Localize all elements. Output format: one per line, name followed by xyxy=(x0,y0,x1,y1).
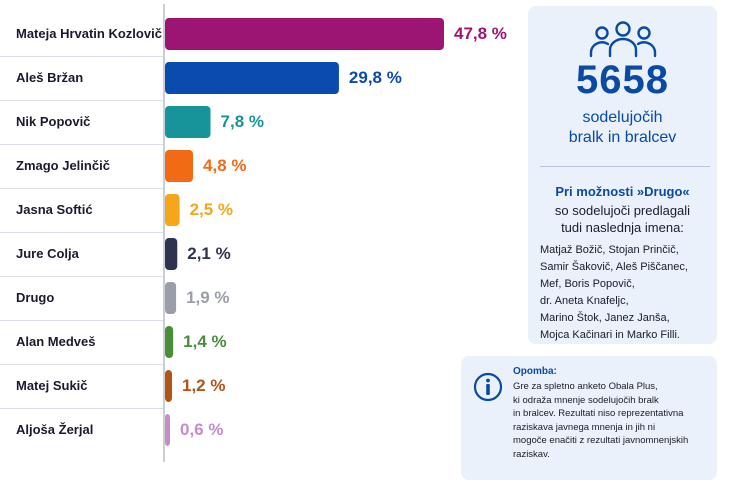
note-line: mogoče enačiti z rezultati javnomnenjski… xyxy=(513,435,689,446)
value-label: 1,2 % xyxy=(182,376,226,395)
drugo-heading: Pri možnosti »Drugo« xyxy=(555,184,690,199)
value-label: 0,6 % xyxy=(180,420,224,439)
value-label: 47,8 % xyxy=(454,24,507,43)
value-label: 2,1 % xyxy=(187,244,231,263)
row-separator xyxy=(0,144,163,145)
drugo-names-list: Matjaž Božič, Stojan Prinčič, Samir Šakov… xyxy=(540,242,712,344)
row-separator xyxy=(0,232,163,233)
row-separator xyxy=(0,276,163,277)
category-label: Jasna Softić xyxy=(16,202,93,217)
row-separator xyxy=(0,364,163,365)
note-line: raziskava javnega mnenja in jih ni xyxy=(513,421,656,433)
drugo-name-line: Samir Šakovič, Aleš Piščanec, xyxy=(540,261,688,273)
category-label: Zmago Jelinčič xyxy=(16,158,110,173)
row-separator xyxy=(0,56,163,57)
drugo-name-line: Mef, Boris Popovič, xyxy=(540,278,635,290)
participants-caption-line2: bralk in bralcev xyxy=(568,129,677,146)
row-separator xyxy=(0,100,163,101)
chart-bars-svg xyxy=(163,4,444,462)
info-icon xyxy=(473,372,503,402)
category-label: Aljoša Žerjal xyxy=(16,422,94,437)
bar xyxy=(165,18,444,50)
drugo-subtitle: so sodelujoči predlagali tudi naslednja … xyxy=(528,202,717,236)
note-card: Opomba: Gre za spletno anketo Obala Plus… xyxy=(461,356,717,480)
candidate-names-column: Mateja Hrvatin Kozlovič Aleš Bržan Nik Pop… xyxy=(0,0,164,486)
bar-chart: Mateja Hrvatin Kozlovič Aleš Bržan Nik Pop… xyxy=(0,0,507,486)
bar xyxy=(165,150,194,182)
note-line: raziskav. xyxy=(513,448,550,460)
value-label: 1,4 % xyxy=(183,332,227,351)
participants-caption: sodelujočih bralk in bralcev xyxy=(528,108,717,148)
category-label: Nik Popovič xyxy=(16,114,91,129)
category-label: Matej Sukič xyxy=(16,378,88,393)
note-line: Gre za spletno anketo Obala Plus, xyxy=(513,381,658,392)
value-label: 7,8 % xyxy=(220,112,264,131)
bar xyxy=(165,62,339,94)
value-label: 2,5 % xyxy=(189,200,234,219)
drugo-subtitle-line2: tudi naslednja imena: xyxy=(561,220,684,235)
drugo-name-line: dr. Aneta Knafeljc, xyxy=(540,295,629,307)
drugo-name-line: Mojca Kačinari in Marko Filli. xyxy=(540,329,680,341)
bar xyxy=(165,282,177,314)
note-line: ki odraža mnenje sodelujočih bralk xyxy=(513,394,659,406)
bar xyxy=(165,194,180,226)
participants-caption-line1: sodelujočih xyxy=(582,109,663,126)
category-label: Mateja Hrvatin Kozlovič xyxy=(16,26,162,41)
bar xyxy=(165,238,178,270)
participants-card: 5658 sodelujočih bralk in bralcev Pri mo… xyxy=(528,6,717,344)
category-label: Drugo xyxy=(16,290,55,305)
row-separator xyxy=(0,408,163,409)
row-separator xyxy=(0,320,163,321)
category-label: Alan Medveš xyxy=(16,334,96,349)
participants-count: 5658 xyxy=(576,58,669,102)
card-divider xyxy=(540,166,710,167)
note-heading: Opomba: xyxy=(513,366,557,377)
category-label: Aleš Bržan xyxy=(16,70,84,85)
row-separator xyxy=(0,188,163,189)
bar xyxy=(165,106,211,138)
note-text: Gre za spletno anketo Obala Plus, ki odra… xyxy=(513,380,709,461)
people-group-icon xyxy=(589,21,657,58)
bar xyxy=(165,370,173,402)
drugo-name-line: Matjaž Božič, Stojan Prinčič, xyxy=(540,244,679,256)
category-label: Jure Colja xyxy=(16,246,79,261)
note-line: in bralcev. Rezultati niso reprezentativ… xyxy=(513,408,684,419)
bar xyxy=(165,326,174,358)
value-label: 29,8 % xyxy=(348,68,402,87)
drugo-name-line: Marino Štok, Janez Janša, xyxy=(540,312,670,324)
bar xyxy=(165,414,170,446)
drugo-subtitle-line1: so sodelujoči predlagali xyxy=(554,203,691,218)
value-label: 1,9 % xyxy=(186,288,230,307)
value-label: 4,8 % xyxy=(203,156,247,175)
